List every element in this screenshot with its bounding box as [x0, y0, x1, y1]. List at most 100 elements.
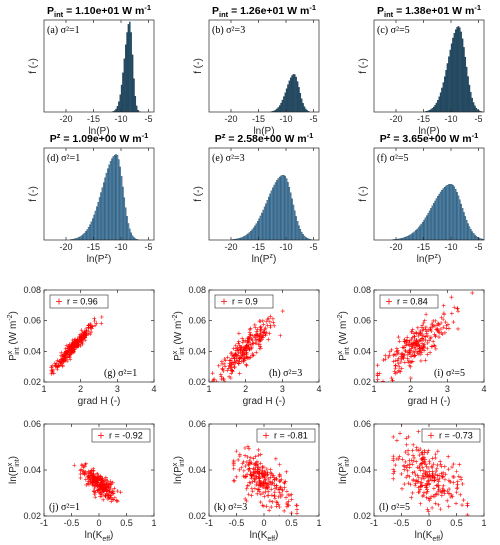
x-axis-label: grad H (-): [243, 396, 286, 407]
scatter-point: [425, 352, 430, 357]
x-axis-label: ln(P): [88, 126, 109, 137]
histogram-bar: [426, 215, 428, 240]
histogram-bar: [290, 77, 292, 112]
histogram-bar: [470, 229, 472, 240]
scatter-point: [414, 338, 419, 343]
scatter-point: [401, 345, 406, 350]
scatter-point: [401, 463, 406, 468]
x-tick-label: 4: [481, 384, 486, 394]
histogram-bar: [83, 232, 86, 240]
scatter-point: [255, 491, 260, 496]
y-axis-label: f (-): [28, 58, 39, 74]
scatter-point: [455, 306, 460, 311]
histogram-bar: [101, 187, 104, 240]
x-tick-label: -5: [144, 114, 152, 124]
scatter-point: [398, 360, 403, 365]
scatter-point: [404, 442, 409, 447]
scatter-point: [392, 369, 397, 374]
scatter-point: [247, 330, 252, 335]
scatter-point: [269, 493, 274, 498]
histogram-bar: [279, 176, 281, 240]
histogram-bar: [136, 105, 138, 112]
scatter-point: [386, 385, 390, 389]
scatter-point: [406, 342, 411, 347]
x-axis-label: ln(Keff): [250, 530, 279, 543]
scatter-point: [266, 493, 271, 498]
histogram-bar: [301, 98, 303, 112]
scatter-point: [420, 336, 425, 341]
scatter-point: [261, 322, 266, 327]
scatter-point: [284, 501, 289, 506]
histogram-bar: [241, 236, 244, 240]
histogram-bar: [292, 74, 295, 112]
scatter-point: [403, 459, 408, 464]
scatter-point: [441, 303, 446, 308]
scatter-point: [269, 471, 274, 476]
histogram-bar: [247, 233, 249, 240]
axes-frame: [43, 19, 155, 113]
scatter-point: [402, 393, 406, 397]
x-tick-label: -15: [87, 242, 100, 252]
histogram-bars: [270, 74, 310, 112]
scatter-point: [407, 462, 412, 467]
panel-label: (i) σ²=5: [434, 368, 465, 379]
scatter-point: [439, 471, 444, 476]
scatter-point: [421, 321, 426, 326]
scatter-point: [402, 360, 407, 365]
scatter-point: [435, 449, 440, 454]
histogram-bar: [305, 237, 307, 240]
scatter-point: [277, 487, 282, 492]
scatter-point: [282, 508, 287, 513]
scatter-point: [421, 468, 426, 473]
scatter-point: [267, 331, 272, 336]
scatter-point: [416, 490, 421, 495]
y-axis-label: f (-): [358, 186, 369, 202]
panel-label: (b) σ²=3: [212, 25, 245, 36]
legend-label: r = 0.9: [232, 297, 258, 307]
histogram-bar: [437, 196, 439, 240]
scatter-point: [265, 323, 270, 328]
scatter-point: [421, 344, 426, 349]
scatter-point: [427, 338, 432, 343]
x-tick-label: -15: [252, 242, 265, 252]
scatter-point: [272, 490, 277, 495]
scatter-point: [392, 352, 397, 357]
panel-label: (e) σ²=3: [212, 153, 245, 164]
panel-a: Pint = 1.10e+01 W m-1 -20 -15 -10 -5 ln(P) f (…: [28, 3, 155, 137]
histogram-bar: [416, 228, 418, 240]
scatter-point: [407, 363, 412, 368]
histogram-bar: [460, 31, 462, 112]
legend: r = -0.81: [256, 428, 316, 443]
scatter-point: [79, 462, 84, 467]
scatter-point: [417, 453, 422, 458]
histogram-bar: [431, 205, 434, 240]
panel-label: (k) σ²=3: [214, 502, 247, 513]
histogram-bar: [287, 182, 289, 240]
scatter-point: [387, 353, 392, 358]
y-tick-label: 0.06: [188, 316, 206, 326]
y-tick-label: 0.02: [188, 511, 206, 521]
scatter-point: [407, 474, 412, 479]
histogram-bar: [468, 226, 471, 240]
scatter-point: [413, 483, 418, 488]
scatter-point: [436, 502, 441, 507]
scatter-point: [284, 504, 289, 509]
scatter-point: [282, 485, 287, 490]
histogram-bar: [120, 176, 123, 240]
scatter-point: [263, 471, 268, 476]
scatter-point: [248, 469, 253, 474]
scatter-point: [434, 469, 439, 474]
scatter-point: [415, 351, 420, 356]
histogram-bar: [474, 105, 476, 112]
legend: r = 0.9: [214, 294, 274, 309]
histogram-bar: [471, 231, 473, 240]
histogram-bar: [122, 186, 124, 240]
scatter-point: [436, 492, 441, 497]
histogram-bar: [116, 155, 119, 240]
scatter-point: [269, 505, 274, 510]
histogram-bars: [70, 154, 139, 240]
scatter-point: [64, 351, 69, 356]
panel-label: (c) σ²=5: [377, 25, 410, 36]
scatter-point: [431, 462, 436, 467]
histogram-bar: [270, 190, 273, 240]
